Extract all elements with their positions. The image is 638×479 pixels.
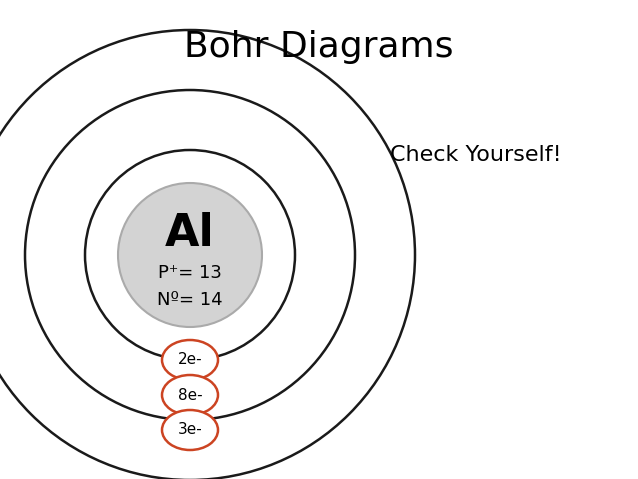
Text: 8e-: 8e-	[178, 388, 202, 402]
Text: Al: Al	[165, 212, 215, 254]
Text: Check Yourself!: Check Yourself!	[390, 145, 561, 165]
Text: 3e-: 3e-	[177, 422, 202, 437]
Text: Nº= 14: Nº= 14	[157, 291, 223, 309]
Circle shape	[118, 183, 262, 327]
Circle shape	[0, 30, 415, 479]
Text: Bohr Diagrams: Bohr Diagrams	[184, 30, 454, 64]
Ellipse shape	[162, 410, 218, 450]
Ellipse shape	[162, 340, 218, 380]
Text: P⁺= 13: P⁺= 13	[158, 264, 222, 282]
Text: 2e-: 2e-	[178, 353, 202, 367]
Ellipse shape	[162, 375, 218, 415]
Circle shape	[85, 150, 295, 360]
Circle shape	[25, 90, 355, 420]
